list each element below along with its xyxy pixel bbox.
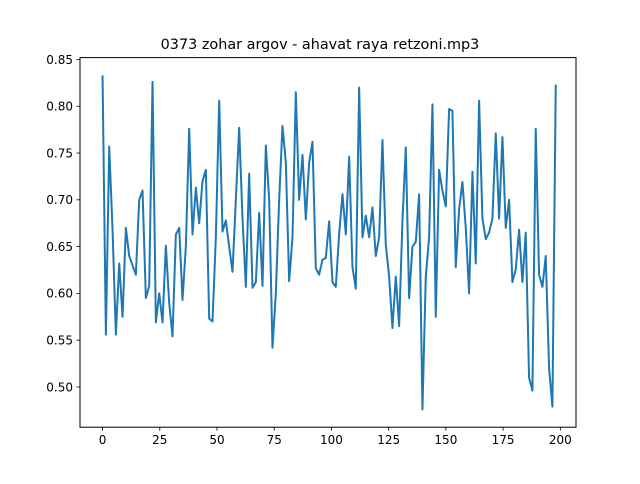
y-tick-label: 0.80 xyxy=(46,100,73,114)
y-tick-label: 0.70 xyxy=(46,193,73,207)
y-tick-label: 0.55 xyxy=(46,333,73,347)
x-tick-label: 175 xyxy=(492,433,515,447)
y-tick-label: 0.65 xyxy=(46,240,73,254)
x-tick-label: 25 xyxy=(152,433,167,447)
data-series-line xyxy=(101,75,557,411)
x-tick-label: 50 xyxy=(209,433,224,447)
y-axis-ticks: 0.50 0.55 0.60 0.65 0.70 0.75 0.80 0.85 xyxy=(46,53,80,394)
y-tick-label: 0.75 xyxy=(46,146,73,160)
axes-frame xyxy=(79,57,577,428)
y-tick-label: 0.50 xyxy=(46,380,73,394)
x-axis-ticks: 0 25 50 75 100 125 150 175 200 xyxy=(99,427,572,447)
x-tick-label: 100 xyxy=(320,433,343,447)
x-tick-label: 0 xyxy=(99,433,107,447)
x-tick-label: 150 xyxy=(434,433,457,447)
x-tick-label: 200 xyxy=(549,433,572,447)
y-tick-label: 0.60 xyxy=(46,287,73,301)
chart-title: 0373 zohar argov - ahavat raya retzoni.m… xyxy=(161,37,480,53)
x-tick-label: 125 xyxy=(377,433,400,447)
plot-area xyxy=(101,75,557,411)
y-tick-label: 0.85 xyxy=(46,53,73,67)
x-tick-label: 75 xyxy=(267,433,282,447)
